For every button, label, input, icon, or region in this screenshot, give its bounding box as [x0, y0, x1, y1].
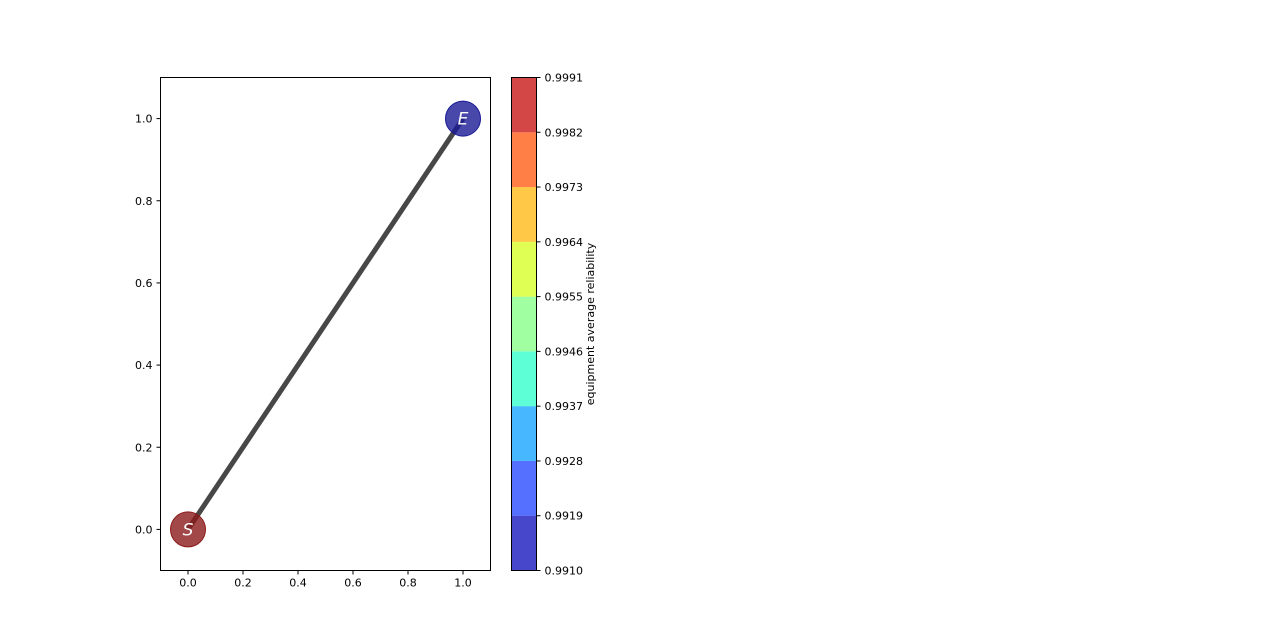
colorbar-band: [511, 77, 537, 133]
colorbar-label: equipment average reliability: [584, 242, 597, 405]
x-tick-label: 0.4: [289, 577, 307, 590]
colorbar-band: [511, 241, 537, 297]
node-label: S: [183, 520, 194, 540]
colorbar-bands: [511, 77, 537, 571]
node-label: E: [458, 110, 469, 130]
colorbar-tick-label: 0.9919: [545, 510, 584, 523]
colorbar-band: [511, 460, 537, 516]
nodes: SE: [170, 100, 481, 548]
colorbar-band: [511, 406, 537, 461]
colorbar: 0.9910 0.9919 0.9928 0.9937 0.9946 0.9955 0.99…: [511, 72, 597, 578]
colorbar-frame: [511, 77, 537, 571]
x-axis: 0.0 0.2 0.4 0.6 0.8 1.0: [179, 570, 472, 590]
colorbar-tick-label: 0.9928: [545, 455, 584, 468]
y-tick-label: 0.6: [135, 277, 153, 290]
x-tick-label: 0.6: [344, 577, 362, 590]
colorbar-tick-label: 0.9982: [545, 126, 584, 139]
plot-frame: [160, 77, 491, 571]
node-marker: [170, 511, 206, 548]
colorbar-tick-label: 0.9991: [545, 72, 584, 85]
node-marker: [445, 100, 481, 137]
node-E: E: [445, 100, 481, 137]
y-tick-label: 0.4: [135, 359, 153, 372]
colorbar-band: [511, 351, 537, 407]
y-tick-label: 0.8: [135, 195, 153, 208]
colorbar-tick-label: 0.9910: [545, 565, 584, 578]
node-S: S: [170, 511, 206, 548]
edge-S-E: [185, 117, 466, 531]
colorbar-band: [511, 132, 537, 188]
y-axis: 0.0 0.2 0.4 0.6 0.8 1.0: [135, 113, 161, 536]
colorbar-ticks: 0.9910 0.9919 0.9928 0.9937 0.9946 0.9955 0.99…: [536, 72, 584, 578]
x-tick-label: 0.8: [399, 577, 417, 590]
x-tick-label: 1.0: [454, 577, 472, 590]
colorbar-band: [511, 296, 537, 352]
colorbar-tick-label: 0.9937: [545, 400, 584, 413]
y-tick-label: 0.0: [135, 523, 153, 536]
colorbar-tick-label: 0.9955: [545, 291, 584, 304]
colorbar-band: [511, 187, 537, 242]
x-tick-label: 0.2: [234, 577, 252, 590]
x-tick-label: 0.0: [179, 577, 197, 590]
colorbar-band: [511, 515, 537, 571]
colorbar-tick-label: 0.9973: [545, 181, 584, 194]
y-tick-label: 1.0: [135, 113, 153, 126]
colorbar-tick-label: 0.9946: [545, 345, 584, 358]
plot-area: SE 0.0 0.2 0.4 0.6 0.8 1.0 0.00.20.40.60.81.0: [135, 77, 491, 590]
colorbar-tick-label: 0.9964: [545, 236, 584, 249]
y-tick-label: 0.2: [135, 441, 153, 454]
edges: [185, 117, 466, 531]
